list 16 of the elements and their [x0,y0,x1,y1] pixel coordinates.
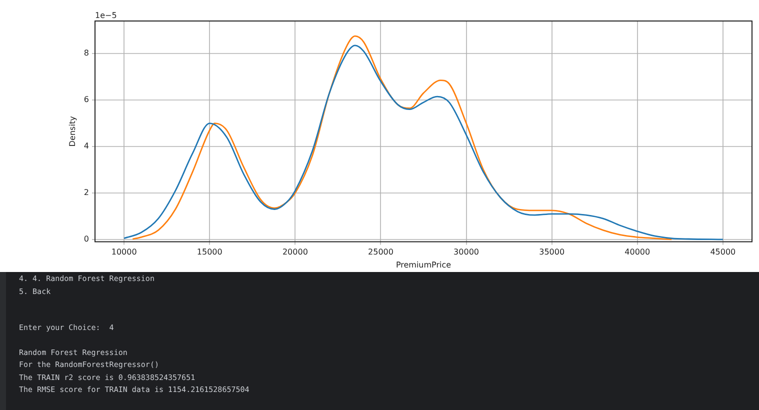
x-axis-title: PremiumPrice [396,260,452,270]
x-tick-label: 20000 [282,248,308,257]
x-tick-label: 25000 [368,248,394,257]
y-tick-label: 6 [84,95,89,104]
y-tick-label: 2 [84,188,89,198]
x-tick-label: 45000 [710,248,736,257]
y-tick-label: 8 [84,48,89,58]
y-tick-label: 0 [84,234,89,244]
x-tick-label: 35000 [539,248,565,257]
y-axis-title: Density [68,116,77,147]
x-tick-label: 40000 [624,248,650,257]
text: 1e−5 [95,11,117,20]
y-tick-label: 4 [84,142,89,151]
x-tick-label: 15000 [196,248,222,257]
x-tick-label: 30000 [454,248,479,257]
x-tick-label: 10000 [111,248,137,257]
